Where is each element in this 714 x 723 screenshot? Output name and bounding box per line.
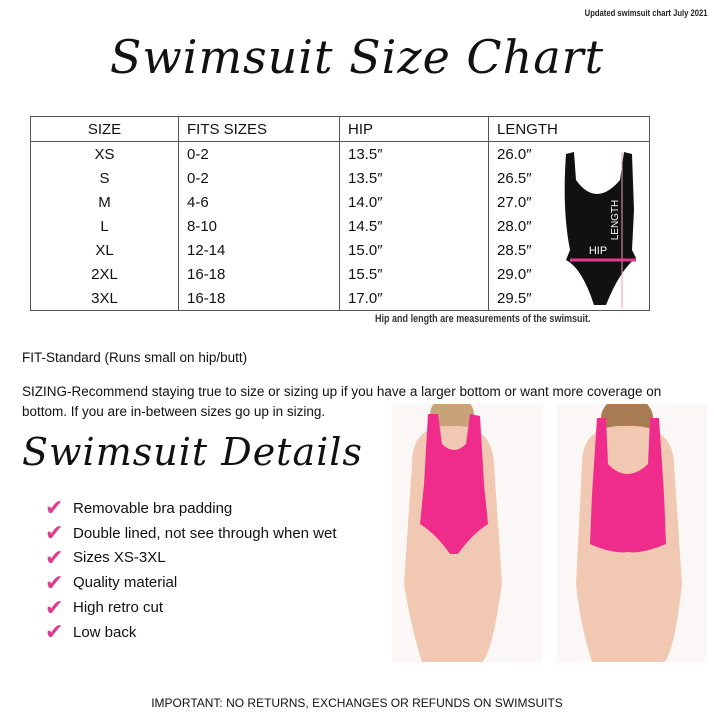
detail-text: Removable bra padding (73, 499, 233, 517)
detail-item: ✔ Quality material (45, 570, 337, 595)
model-photos (392, 404, 707, 662)
detail-item: ✔ High retro cut (45, 595, 337, 620)
table-header-row: SIZE FITS SIZES HIP LENGTH (30, 116, 650, 142)
table-row: L 8-10 14.5″ 28.0″ (30, 214, 650, 238)
hip-cell: 17.0″ (339, 286, 489, 311)
detail-item: ✔ Low back (45, 620, 337, 645)
header-fits-sizes: FITS SIZES (178, 116, 340, 142)
table-row: M 4-6 14.0″ 27.0″ (30, 190, 650, 214)
table-row: 2XL 16-18 15.5″ 29.0″ (30, 262, 650, 286)
detail-text: Double lined, not see through when wet (73, 524, 337, 542)
hip-cell: 14.5″ (339, 214, 489, 238)
checkmark-icon: ✔ (45, 569, 64, 595)
header-length: LENGTH (488, 116, 650, 142)
page-title: Swimsuit Size Chart (109, 30, 605, 84)
header-hip: HIP (339, 116, 489, 142)
checkmark-icon: ✔ (45, 619, 64, 645)
fits-sizes-cell: 0-2 (178, 141, 340, 166)
update-note: Updated swimsuit chart July 2021 (585, 8, 708, 18)
checkmark-icon: ✔ (45, 520, 64, 546)
hip-cell: 15.0″ (339, 238, 489, 262)
length-label: LENGTH (610, 200, 621, 241)
detail-text: High retro cut (73, 599, 164, 617)
hip-cell: 13.5″ (339, 166, 489, 190)
detail-text: Sizes XS-3XL (73, 549, 166, 567)
size-cell: XS (30, 141, 179, 166)
detail-text: Quality material (73, 574, 178, 592)
hip-label: HIP (589, 245, 607, 257)
detail-item: ✔ Double lined, not see through when wet (45, 521, 337, 546)
swimsuit-diagram: LENGTH HIP (564, 152, 636, 308)
table-row: XS 0-2 13.5″ 26.0″ (30, 141, 650, 166)
hip-cell: 14.0″ (339, 190, 489, 214)
detail-item: ✔ Sizes XS-3XL (45, 546, 337, 571)
fit-text: FIT-Standard (Runs small on hip/butt) (22, 350, 248, 365)
details-list: ✔ Removable bra padding ✔ Double lined, not… (45, 496, 337, 645)
size-cell: 2XL (30, 262, 179, 286)
details-title: Swimsuit Details (22, 430, 363, 474)
checkmark-icon: ✔ (45, 594, 64, 620)
measurement-caption: Hip and length are measurements of the s… (375, 313, 591, 325)
size-cell: M (30, 190, 179, 214)
checkmark-icon: ✔ (45, 544, 64, 570)
table-row: S 0-2 13.5″ 26.5″ (30, 166, 650, 190)
fits-sizes-cell: 0-2 (178, 166, 340, 190)
size-cell: S (30, 166, 179, 190)
fits-sizes-cell: 8-10 (178, 214, 340, 238)
fits-sizes-cell: 16-18 (178, 262, 340, 286)
fits-sizes-cell: 16-18 (178, 286, 340, 311)
size-cell: L (30, 214, 179, 238)
important-notice: IMPORTANT: NO RETURNS, EXCHANGES OR REFU… (151, 696, 563, 710)
length-cell: 29.5″ (488, 286, 650, 311)
detail-item: ✔ Removable bra padding (45, 496, 337, 521)
size-cell: 3XL (30, 286, 179, 311)
size-chart-table: SIZE FITS SIZES HIP LENGTH XS 0-2 13.5″ 26.… (30, 116, 650, 311)
table-row: XL 12-14 15.0″ 28.5″ (30, 238, 650, 262)
size-cell: XL (30, 238, 179, 262)
hip-cell: 13.5″ (339, 141, 489, 166)
detail-text: Low back (73, 623, 137, 641)
header-size: SIZE (30, 116, 179, 142)
hip-cell: 15.5″ (339, 262, 489, 286)
front-view-photo (392, 404, 542, 662)
swimsuit-silhouette (564, 152, 636, 305)
fits-sizes-cell: 12-14 (178, 238, 340, 262)
back-view-photo (557, 404, 707, 662)
fits-sizes-cell: 4-6 (178, 190, 340, 214)
sizing-text: SIZING-Recommend staying true to size or… (22, 384, 662, 419)
checkmark-icon: ✔ (45, 495, 64, 521)
table-row: 3XL 16-18 17.0″ 29.5″ (30, 286, 650, 311)
